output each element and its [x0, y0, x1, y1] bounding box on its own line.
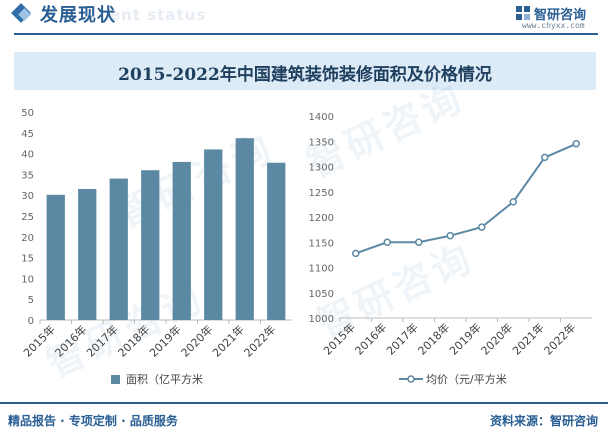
- legend-label: 均价（元/平方米: [426, 372, 507, 386]
- page-header: ent status 发展现状: [0, 0, 608, 35]
- bar: [78, 188, 97, 320]
- footer-slogan: 精品报告 · 专项定制 · 品质服务: [8, 414, 178, 428]
- y-tick-label: 35: [21, 170, 34, 181]
- y-tick-label: 1000: [309, 314, 334, 325]
- data-point: [509, 198, 517, 206]
- y-tick-label: 25: [21, 212, 34, 223]
- bar: [204, 149, 223, 320]
- x-tick-label: 2015年: [20, 322, 57, 359]
- chart-title: 2015-2022年中国建筑装饰装修面积及价格情况: [118, 65, 492, 85]
- bar: [46, 194, 65, 320]
- y-tick-label: 50: [21, 108, 34, 119]
- data-point: [352, 249, 360, 258]
- brand-logo[interactable]: 智研咨询 www.chyxx.com: [516, 4, 602, 32]
- data-point: [383, 238, 391, 246]
- y-tick-label: 5: [28, 295, 34, 306]
- y-tick-label: 1300: [309, 163, 334, 174]
- bar: [109, 178, 128, 320]
- header-divider: [14, 33, 598, 35]
- x-tick-label: 2022年: [241, 322, 278, 359]
- x-tick-label: 2018年: [115, 322, 152, 359]
- x-tick-label: 2015年: [320, 320, 357, 357]
- x-tick-label: 2022年: [541, 320, 578, 357]
- x-tick-label: 2020年: [178, 322, 215, 359]
- data-point: [541, 153, 549, 162]
- price-line-chart: 1000 1050 1100 1150 1200 1250 1300 1350 1400 2015…: [309, 112, 592, 386]
- area-bar-chart: 0 5 10 15 20 25 30 35 40 45 50 2015年2016年2017年2018年…: [20, 108, 292, 386]
- legend-swatch: [111, 375, 120, 384]
- bar: [172, 161, 191, 320]
- legend: 均价（元/平方米: [399, 372, 507, 386]
- y-tick-label: 1050: [309, 289, 334, 300]
- x-tick-label: 2017年: [83, 322, 120, 359]
- x-tick-label: 2018年: [415, 320, 452, 357]
- x-tick-label: 2019年: [146, 322, 183, 359]
- x-tick-label: 2017年: [383, 320, 420, 357]
- x-tick-label: 2016年: [352, 320, 389, 357]
- y-tick-label: 1150: [309, 238, 334, 249]
- legend-label: 面积（亿平方米: [126, 372, 203, 386]
- y-tick-label: 1200: [309, 213, 334, 224]
- footer-divider: [0, 402, 608, 404]
- bar: [235, 138, 254, 320]
- y-tick-label: 1250: [309, 188, 334, 199]
- footer-source: 资料来源：智研咨询: [489, 414, 598, 428]
- y-tick-label: 1400: [309, 112, 334, 123]
- y-tick-label: 15: [21, 254, 34, 265]
- data-point: [572, 140, 580, 148]
- data-point: [415, 238, 423, 246]
- section-title: 发展现状: [40, 5, 116, 26]
- x-tick-label: 2020年: [478, 320, 515, 357]
- legend-marker: [407, 375, 415, 383]
- series-line: [355, 142, 577, 255]
- x-tick-label: 2021年: [509, 320, 546, 357]
- data-point: [478, 223, 486, 231]
- y-tick-label: 20: [21, 233, 34, 244]
- x-tick-label: 2021年: [209, 322, 246, 359]
- y-tick-label: 45: [21, 129, 34, 140]
- brand-name: 智研咨询: [534, 8, 587, 23]
- section-title-english: ent status: [110, 6, 207, 24]
- data-point: [446, 231, 454, 240]
- brand-mark-icon: [516, 6, 530, 20]
- y-tick-label: 40: [21, 150, 34, 161]
- bar: [141, 170, 160, 320]
- x-tick-label: 2019年: [446, 320, 483, 357]
- bar: [267, 162, 286, 320]
- chart-title-banner: 2015-2022年中国建筑装饰装修面积及价格情况: [14, 52, 596, 90]
- y-tick-label: 1100: [309, 264, 334, 275]
- y-tick-label: 1350: [309, 137, 334, 148]
- y-tick-label: 10: [21, 274, 34, 285]
- y-tick-label: 30: [21, 191, 34, 202]
- x-tick-label: 2016年: [52, 322, 89, 359]
- y-tick-label: 0: [28, 316, 34, 327]
- legend: 面积（亿平方米: [111, 372, 203, 386]
- brand-url[interactable]: www.chyxx.com: [522, 21, 585, 30]
